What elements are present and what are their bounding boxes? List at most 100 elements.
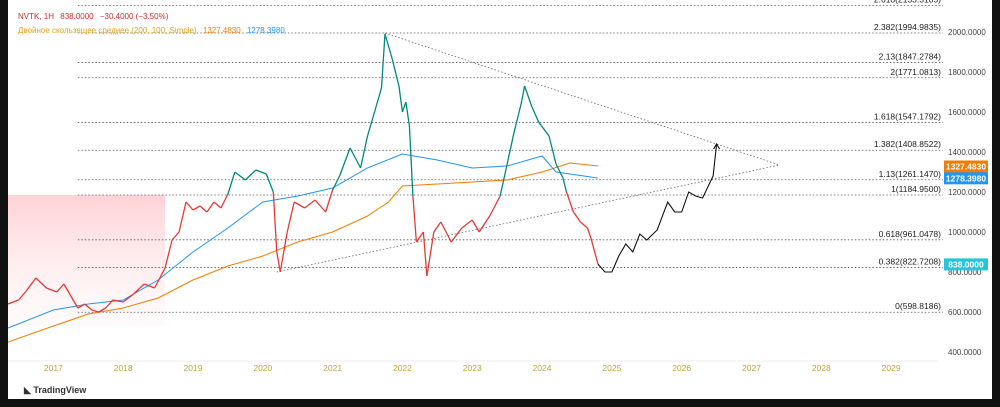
price-segment xyxy=(506,131,515,165)
price-segment xyxy=(520,85,526,105)
price-segment xyxy=(325,189,334,213)
legend-symbol: NVTK, 1H 838.0000 −30.4000 (−3.50%) xyxy=(18,12,172,21)
price-segment xyxy=(105,299,114,309)
fib-level-label: 0.618(961.0478) xyxy=(879,229,942,239)
price-segment xyxy=(133,283,145,295)
price-segment xyxy=(401,101,407,113)
y-tick-label: 1000.0000 xyxy=(948,228,986,237)
price-badge xyxy=(944,160,988,173)
legend-ma100: 1278.3980 xyxy=(246,26,285,35)
price-segment xyxy=(338,147,351,177)
price-segment xyxy=(122,293,135,303)
price-segment xyxy=(555,163,564,179)
price-segment xyxy=(380,33,386,89)
legend-symbol-name: NVTK, 1H xyxy=(18,12,55,21)
price-segment xyxy=(286,201,295,233)
price-segment xyxy=(227,171,236,195)
tradingview-logo: ◣ TradingView xyxy=(24,385,87,395)
price-segment xyxy=(255,169,267,175)
price-segment xyxy=(17,291,26,301)
price-segment xyxy=(314,199,327,213)
price-segment xyxy=(84,303,93,311)
price-segment xyxy=(164,239,173,269)
price-segment xyxy=(433,221,442,233)
price-segment xyxy=(154,267,166,289)
price-badge-value: 1327.4830 xyxy=(946,162,986,172)
fib-level-label: 1(1184.9500) xyxy=(891,184,941,194)
price-segment xyxy=(199,205,208,213)
price-segment xyxy=(572,211,581,223)
y-tick-label: 1200.0000 xyxy=(948,188,986,197)
price-segment xyxy=(590,237,599,265)
legend-ma: Двойное скользящее среднее (200, 100, Si… xyxy=(18,26,289,35)
price-segment xyxy=(530,105,540,123)
price-segment xyxy=(304,199,316,209)
price-segment xyxy=(489,195,501,217)
price-segment xyxy=(586,227,592,239)
price-segment xyxy=(384,33,393,59)
x-tick-label: 2020 xyxy=(253,363,272,373)
price-segment xyxy=(56,283,65,293)
x-tick-label: 2021 xyxy=(323,363,342,373)
ma-line xyxy=(8,162,598,343)
price-segment xyxy=(63,283,72,297)
fib-level-label: 2.382(1994.9835) xyxy=(874,22,941,32)
price-segment xyxy=(279,231,288,273)
price-segment xyxy=(112,299,124,303)
price-segment xyxy=(8,299,19,305)
price-segment xyxy=(391,57,400,87)
x-tick-label: 2023 xyxy=(463,363,482,373)
price-badge-value: 1278.3980 xyxy=(946,173,986,183)
y-tick-label: 1400.0000 xyxy=(948,148,986,157)
price-segment xyxy=(359,135,369,169)
price-segment xyxy=(450,227,463,243)
legend-change: −30.4000 (−3.50%) xyxy=(99,12,169,21)
price-segment xyxy=(46,287,58,293)
price-segment xyxy=(398,85,404,113)
fib-level-label: 1.13(1261.1470) xyxy=(879,169,942,179)
price-segment xyxy=(171,231,180,241)
price-segment xyxy=(562,177,568,193)
x-tick-label: 2025 xyxy=(602,363,621,373)
fib-level-label: 0.382(822.7208) xyxy=(879,256,942,266)
price-segment xyxy=(440,221,452,243)
y-tick-label: 2000.0000 xyxy=(948,28,986,37)
price-segment xyxy=(35,277,47,289)
price-segment xyxy=(373,87,383,113)
price-badge xyxy=(944,172,988,185)
price-badge xyxy=(944,258,988,271)
fib-level-label: 0(598.8186) xyxy=(895,301,941,311)
x-tick-label: 2022 xyxy=(393,363,412,373)
price-segment xyxy=(143,283,155,289)
price-segment xyxy=(523,85,533,107)
price-segment xyxy=(499,163,508,197)
price-badge-value: 838.0000 xyxy=(948,259,984,269)
price-segment xyxy=(206,201,215,213)
chart-panel: 0(598.8186) 0.382(822.7208) 0.618(961.0478… xyxy=(8,0,992,399)
price-segment xyxy=(332,175,341,191)
price-segment xyxy=(265,173,274,193)
fib-level-label: 1.382(1408.8522) xyxy=(874,139,941,149)
price-chart[interactable]: 0(598.8186) 0.382(822.7208) 0.618(961.0478… xyxy=(8,0,992,399)
price-segment xyxy=(580,221,588,229)
x-tick-label: 2026 xyxy=(672,363,691,373)
price-segment xyxy=(293,201,306,209)
price-segment xyxy=(192,205,201,211)
price-segment xyxy=(412,195,418,243)
price-segment xyxy=(548,135,557,165)
trendline xyxy=(276,164,780,273)
legend-ma200: 1327.4830 xyxy=(202,26,241,35)
price-segment xyxy=(272,191,278,253)
price-segment xyxy=(178,201,187,233)
price-segment xyxy=(24,277,37,293)
price-segment xyxy=(276,251,281,273)
price-segment xyxy=(366,111,376,137)
forecast-arrow-head xyxy=(713,142,721,150)
x-tick-label: 2019 xyxy=(184,363,203,373)
x-tick-label: 2027 xyxy=(742,363,761,373)
price-segment xyxy=(405,101,411,127)
price-segment xyxy=(565,191,575,213)
x-tick-label: 2017 xyxy=(44,363,63,373)
price-segment xyxy=(77,303,86,309)
